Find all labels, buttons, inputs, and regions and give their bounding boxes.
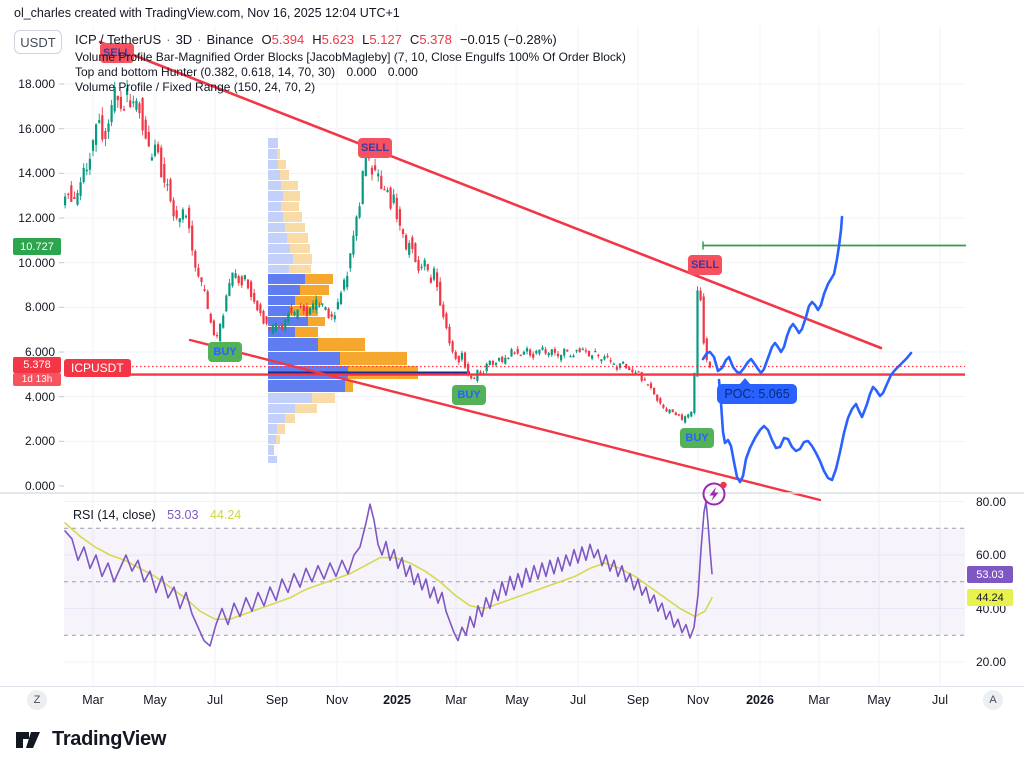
rsi-axis-label: 20.00 [976, 655, 1007, 669]
rsi-title: RSI [73, 508, 94, 522]
time-axis-label: Nov [686, 693, 710, 707]
indicator-row-top-bottom-hunter[interactable]: Top and bottom Hunter (0.382, 0.618, 14,… [75, 65, 418, 79]
time-axis-label: Mar [808, 693, 830, 707]
price-axis-label: 18.000 [18, 77, 55, 91]
time-axis-label: Sep [265, 693, 289, 707]
rsi-axis-label: 60.00 [976, 548, 1007, 562]
indicator-row-volume-profile-order-blocks[interactable]: Volume Profile Bar-Magnified Order Block… [75, 50, 626, 64]
change-value: −0.015 (−0.28%) [459, 32, 557, 47]
time-axis-label: Jul [207, 693, 223, 707]
price-axis[interactable]: 18.000 16.000 14.000 12.000 10.000 8.000 6.000… [0, 0, 55, 712]
currency-button[interactable]: USDT [14, 30, 62, 54]
time-axis-label: Jul [932, 693, 948, 707]
time-axis-label: Mar [82, 693, 104, 707]
rsi-value: 53.03 [167, 508, 199, 522]
rsi-params: (14, close) [97, 508, 156, 522]
sell-marker: SELL [688, 255, 722, 275]
price-axis-label: 8.000 [24, 300, 55, 315]
time-axis-label: May [867, 693, 891, 707]
close-value: 5.378 [419, 32, 452, 47]
time-axis-label: 2025 [383, 693, 411, 707]
time-axis-label: Mar [445, 693, 467, 707]
rsi-ma-value-tag: 44.24 [967, 589, 1013, 606]
price-axis-label: 14.000 [18, 166, 55, 181]
low-label: L [362, 32, 370, 47]
chart-legend: ICP / TetherUS · 3D · Binance O5.394 H5.623 L5.… [75, 32, 626, 95]
time-axis-label: Jul [570, 693, 586, 707]
rsi-value-tag: 53.03 [967, 566, 1013, 583]
rsi-axis[interactable]: 80.00 60.00 40.00 20.00 [0, 0, 1024, 712]
timezone-button[interactable]: Z [27, 690, 47, 710]
price-tag-green-level: 10.727 [13, 238, 61, 255]
adjust-button[interactable]: A [983, 690, 1003, 710]
footer: TradingView [0, 713, 1024, 766]
hunter-value-red: 0.000 [387, 65, 418, 79]
indicator-row-volume-profile-fixed-range[interactable]: Volume Profile / Fixed Range (150, 24, 7… [75, 80, 316, 94]
poc-label[interactable]: POC: 5.065 [717, 378, 797, 404]
high-label: H [312, 32, 322, 47]
symbol-price-line-tag: ICPUSDT [64, 359, 131, 377]
time-axis-label: 2026 [746, 693, 774, 707]
open-label: O [261, 32, 272, 47]
bar-countdown-tag: 1d 13h [13, 373, 61, 386]
price-tag-last-price: 5.378 [13, 357, 61, 373]
buy-marker: BUY [680, 428, 714, 448]
chart-canvas[interactable] [0, 0, 1024, 712]
lightning-icon[interactable] [700, 478, 730, 508]
rsi-axis-label: 80.00 [976, 494, 1007, 509]
price-axis-label: 6.000 [24, 345, 55, 359]
time-axis-label: May [143, 693, 167, 707]
symbol-row[interactable]: ICP / TetherUS · 3D · Binance O5.394 H5.623 L5.… [75, 32, 557, 47]
high-value: 5.623 [321, 32, 355, 47]
low-value: 5.127 [369, 32, 402, 47]
time-axis[interactable]: Z A Mar May Jul Sep Nov 2025 Mar May Jul Sep Nov 20… [0, 686, 1024, 713]
sell-marker: SELL [358, 138, 392, 158]
price-axis-label: 4.000 [24, 389, 55, 404]
buy-marker: BUY [208, 342, 242, 362]
price-axis-label: 0.000 [24, 479, 55, 493]
rsi-ma-value: 44.24 [209, 508, 242, 522]
price-axis-label: 10.000 [18, 255, 55, 270]
time-axis-label: Sep [626, 693, 650, 707]
open-value: 5.394 [271, 32, 305, 47]
tradingview-logo-icon [16, 731, 40, 748]
sell-marker: SELL [100, 43, 134, 63]
tradingview-logo-text: TradingView [52, 728, 167, 750]
watermark: ol_charles created with TradingView.com,… [14, 6, 400, 20]
price-axis-label: 12.000 [18, 211, 55, 225]
close-label: C [409, 32, 420, 47]
hunter-value-green: 0.000 [346, 65, 377, 79]
rsi-legend[interactable]: RSI (14, close) 53.03 44.24 [73, 508, 241, 522]
price-axis-label: 2.000 [24, 434, 55, 449]
buy-marker: BUY [452, 385, 486, 405]
symbol-title[interactable]: ICP / TetherUS [75, 32, 162, 47]
price-axis-label: 16.000 [18, 121, 55, 136]
interval-label[interactable]: 3D [175, 32, 193, 47]
exchange-label: Binance [206, 32, 254, 47]
time-axis-label: May [505, 693, 529, 707]
time-axis-label: Nov [325, 693, 349, 707]
